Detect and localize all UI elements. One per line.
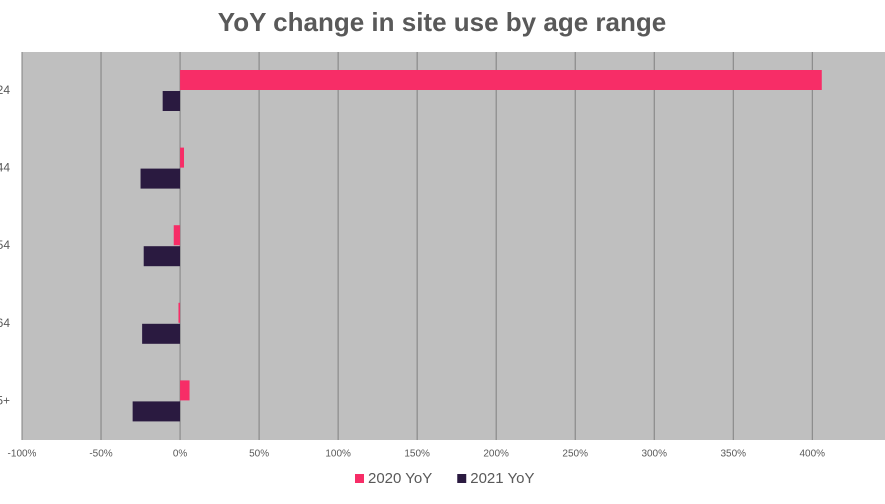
x-tick-label: 350%: [720, 449, 746, 460]
x-tick-label: 150%: [404, 449, 430, 460]
bar: [132, 401, 181, 422]
y-tick-label: 64: [0, 316, 10, 330]
chart-title: YoY change in site use by age range: [218, 7, 666, 37]
x-tick-label: 300%: [641, 449, 667, 460]
y-tick-label: 5+: [0, 393, 10, 407]
bar: [178, 302, 181, 323]
bar: [180, 147, 185, 168]
x-tick-label: 250%: [562, 449, 588, 460]
bar: [140, 168, 181, 189]
legend-swatch: [355, 474, 364, 483]
y-tick-label: 44: [0, 161, 10, 175]
bar: [162, 91, 181, 111]
y-tick-label: 24: [0, 83, 10, 97]
bar: [142, 323, 181, 344]
legend-swatch: [457, 474, 467, 483]
bar: [180, 70, 822, 90]
bar: [143, 246, 181, 267]
legend-label: 2020 YoY: [368, 470, 432, 487]
x-tick-label: 100%: [325, 449, 351, 460]
x-tick-label: 400%: [800, 449, 826, 460]
x-tick-label: 0%: [173, 449, 188, 460]
x-tick-label: -100%: [8, 449, 37, 460]
bar: [180, 380, 190, 401]
plot-area: [22, 52, 885, 440]
y-tick-label: 54: [0, 238, 10, 252]
x-tick-label: 50%: [249, 449, 269, 460]
legend-label: 2021 YoY: [470, 470, 534, 487]
x-tick-label: -50%: [89, 449, 112, 460]
x-tick-label: 200%: [483, 449, 509, 460]
bar: [173, 225, 181, 246]
